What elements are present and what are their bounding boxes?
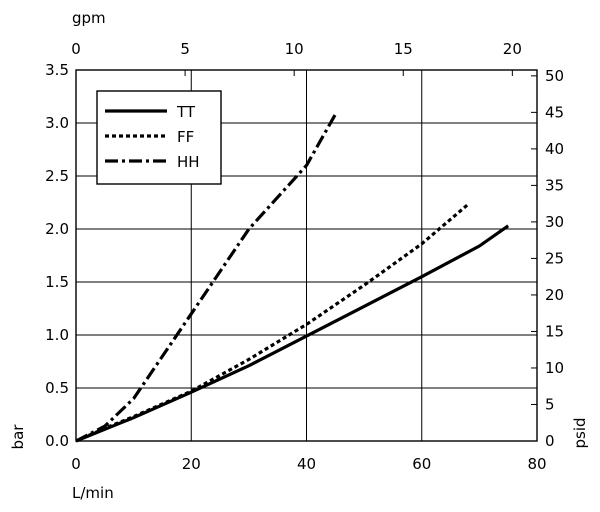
legend-label-tt: TT (176, 103, 196, 121)
y-tick-label: 0.5 (45, 379, 69, 397)
x2-tick-label: 5 (180, 40, 190, 58)
plot-frame (75, 69, 538, 442)
x2-tick-label: 0 (71, 40, 81, 58)
series-line-tt (75, 224, 510, 443)
y-tick-label: 2.5 (45, 167, 69, 185)
x2-tick-label: 15 (394, 40, 413, 58)
x-tick-label: 60 (412, 455, 431, 473)
y2-tick-label: 35 (545, 176, 564, 194)
series-line-hh (75, 113, 337, 443)
x2-tick-label: 10 (285, 40, 304, 58)
y2-tick-label: 25 (545, 249, 564, 267)
x-tick-label: 20 (182, 455, 201, 473)
y2-tick-label: 30 (545, 213, 564, 231)
x-tick-label: 80 (527, 455, 546, 473)
y-axis-title: bar (9, 424, 27, 450)
legend-label-ff: FF (177, 128, 194, 146)
legend: TT FF HH (96, 90, 222, 185)
y-tick-label: 0.0 (45, 432, 69, 450)
y-tick-label: 3.5 (45, 61, 69, 79)
y2-tick-label: 15 (545, 322, 564, 340)
legend-box (96, 90, 222, 185)
x-tick-label: 40 (297, 455, 316, 473)
x-tick-label: 0 (71, 455, 81, 473)
y2-tick-label: 40 (545, 140, 564, 158)
y-tick-label: 1.0 (45, 326, 69, 344)
y2-axis-title: psid (571, 417, 589, 448)
y-tick-label: 2.0 (45, 220, 69, 238)
y2-tick-label: 20 (545, 286, 564, 304)
y-tick-label: 1.5 (45, 273, 69, 291)
legend-label-hh: HH (177, 153, 200, 171)
x2-tick-label: 20 (503, 40, 522, 58)
x2-axis-title: gpm (72, 9, 106, 27)
y2-tick-label: 45 (545, 103, 564, 121)
y-tick-label: 3.0 (45, 114, 69, 132)
y2-tick-label: 10 (545, 359, 564, 377)
y2-tick-label: 50 (545, 67, 564, 85)
x-axis-title: L/min (72, 484, 114, 502)
series-lines (75, 113, 510, 443)
y2-tick-label: 5 (545, 395, 555, 413)
series-line-ff (75, 203, 469, 443)
y2-tick-label: 0 (545, 432, 555, 450)
tick-labels: 0 20 40 60 80 0 5 10 15 20 0.0 0.5 1.0 1.5 2.0 2.5 3.0 3.… (45, 40, 564, 473)
